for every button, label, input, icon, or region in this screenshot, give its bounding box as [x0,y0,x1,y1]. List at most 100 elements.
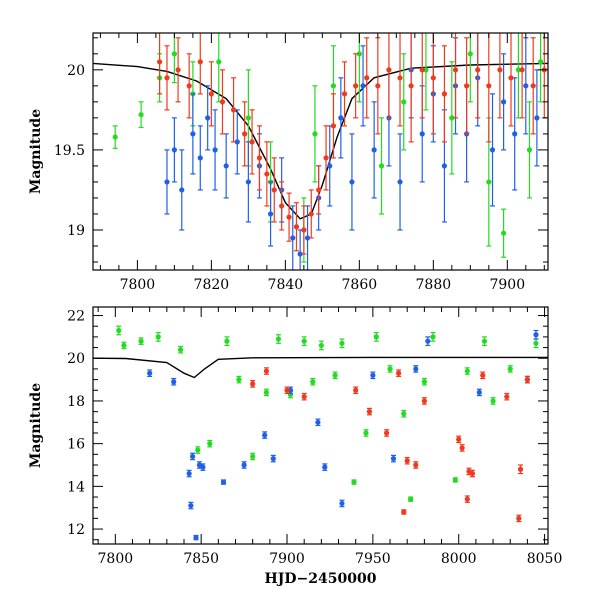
top-panel-series-0-point [449,61,455,175]
top-panel-series-2-point [397,33,403,127]
bottom-panel-series-2-point [456,435,462,444]
bottom-panel-series-0-point [401,409,407,418]
bottom-panel-series-1-point [220,479,227,485]
bottom-panel-data [93,325,548,541]
top-panel-series-2-point [264,141,270,207]
top-panel-series-2-point [293,202,300,252]
top-panel-series-0-point [138,101,144,129]
top-panel-series-2-point [175,37,181,103]
top-panel-series-2-point [419,33,425,119]
bottom-panel-series-0-point [481,336,488,347]
top-panel-series-2-point [341,61,348,127]
top-panel-series-1-point [338,77,344,159]
bottom-panel-ytick-label: 22 [67,309,85,325]
top-panel: 7800 7820 7840 7860 7880 7900 19 19.5 20 Magnitu… [28,32,549,293]
top-panel-series-1-point [489,93,496,207]
bottom-panel-series-0-point [464,367,470,375]
bottom-panel-series-1-point [390,454,397,463]
top-panel-series-2-point [353,53,359,119]
bottom-panel-series-1-point [147,369,153,377]
bottom-panel-ytick-label: 18 [67,394,85,410]
bottom-panel-series-0-point [421,377,427,386]
top-panel-series-0-point [216,33,222,103]
top-panel-series-1-point [223,133,229,199]
top-panel-series-1-point [212,109,218,191]
bottom-panel-series-0-point [363,429,369,437]
top-panel-series-2-point [230,77,237,143]
top-panel-series-2-point [486,33,492,143]
top-panel-series-2-point [452,33,459,119]
top-panel-series-1-point [171,117,177,183]
bottom-panel-model-curve [93,356,548,379]
top-panel-series-2-point [408,33,414,143]
bottom-panel-series-2-point [524,375,530,384]
bottom-panel-ytick-label: 16 [67,437,85,453]
bottom-panel-series-0-point [250,452,256,461]
bottom-panel-series-1-point [425,336,431,347]
bottom-panel-series-1-point [533,329,539,340]
bottom-panel-ticks: 7800 7850 7900 7950 8000 8050 12 14 16 18 20 22 [67,307,562,567]
bottom-panel-series-0-point [387,365,393,373]
bottom-panel-series-0-point [373,332,379,342]
top-panel-ylabel: Magnitude [28,109,44,194]
bottom-panel-frame [92,306,549,545]
top-panel-xtick-label: 7860 [342,277,378,293]
bottom-panel-series-1-point [413,365,419,373]
bottom-panel-series-0-point [224,336,230,347]
top-panel-series-1-point [205,85,211,151]
bottom-panel-xtick-label: 7900 [269,551,305,567]
top-panel-series-0-point [526,101,533,199]
top-panel-series-1-point [290,205,296,270]
bottom-panel-series-0-point [263,388,270,397]
top-panel-series-2-point [164,45,170,111]
top-panel-series-1-point [501,53,507,151]
top-panel-series-0-point [501,208,507,258]
top-panel-series-0-point [378,117,385,215]
bottom-panel-series-0-point [138,337,144,345]
top-panel-series-2-point [316,165,322,215]
bottom-panel-series-0-point [207,439,213,448]
bottom-panel-series-0-point [452,477,458,483]
top-panel-series-1-point [349,133,355,231]
top-panel-series-1-point [534,69,540,167]
bottom-panel-series-1-point [189,452,196,461]
bottom-panel-series-0-point [430,332,436,342]
bottom-panel-series-1-point [322,463,328,471]
bottom-panel-series-0-point [408,496,414,502]
top-panel-xtick-label: 7900 [489,277,525,293]
bottom-panel-series-2-point [421,397,427,405]
bottom-panel-series-0-point [318,340,324,351]
bottom-panel-series-2-point [413,461,419,469]
bottom-panel-series-2-point [469,469,476,478]
top-panel-series-2-point [475,33,481,119]
bottom-panel-ytick-label: 20 [67,351,85,367]
top-panel-series-2-point [530,37,536,135]
bottom-panel-series-1-point [200,463,206,471]
bottom-panel-series-2-point [366,407,373,416]
bottom-panel-series-2-point [263,367,270,375]
top-panel-xtick-label: 7800 [120,277,156,293]
top-panel-ticks: 7800 7820 7840 7860 7880 7900 19 19.5 20 [54,33,548,293]
top-panel-series-0-point [112,125,118,149]
top-panel-series-1-point [164,149,170,215]
top-panel-series-2-point [308,189,314,239]
top-panel-series-2-point [375,37,381,135]
top-panel-series-1-point [397,133,403,231]
bottom-panel-series-0-point [339,338,345,349]
top-panel-series-0-point [538,33,544,103]
top-panel-series-2-point [208,61,214,127]
top-panel-series-1-point [327,125,333,207]
bottom-panel-series-2-point [284,386,290,395]
bottom-panel-series-2-point [384,429,390,437]
bottom-panel-series-1-point [370,371,376,380]
bottom-panel-series-1-point [270,454,276,463]
bottom-panel-xtick-label: 7800 [98,551,134,567]
bottom-panel-series-0-point [236,375,242,384]
top-panel-series-2-point [219,69,226,135]
top-panel-series-2-point [156,33,163,95]
bottom-panel-series-1-point [315,418,321,427]
top-panel-frame [92,32,549,271]
bottom-panel-series-1-point [241,461,247,469]
top-panel-series-1-point [179,149,185,231]
